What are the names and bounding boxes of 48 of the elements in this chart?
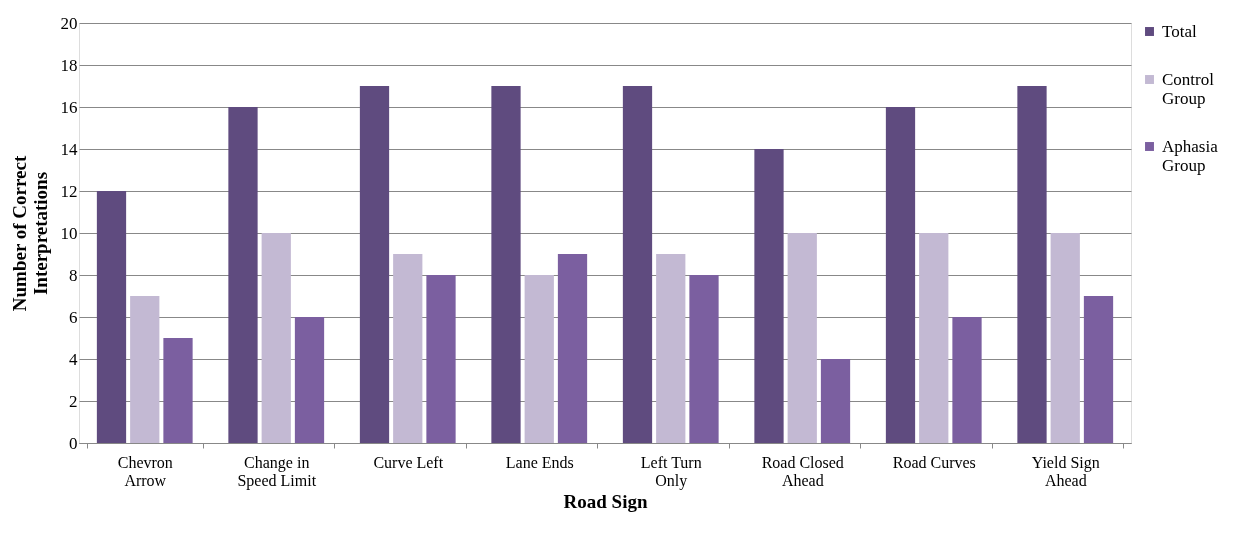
bar [919, 233, 949, 443]
y-tick-label: 6 [69, 307, 78, 327]
y-tick-label: 0 [69, 433, 78, 453]
bar [96, 191, 127, 443]
bar [1050, 233, 1080, 443]
y-tick-label: 20 [60, 13, 78, 33]
bar [393, 254, 423, 443]
x-tick-label: Change in Speed Limit [237, 453, 317, 490]
legend-label: Total [1162, 21, 1197, 41]
x-tick-label: Yield Sign Ahead [1031, 453, 1100, 489]
bar [787, 233, 817, 443]
bar [163, 338, 193, 443]
x-tick-label: Lane Ends [505, 453, 574, 471]
bar [228, 107, 258, 443]
bar [426, 275, 456, 443]
y-tick-label: 2 [69, 391, 78, 411]
legend-label: Aphasia Group [1162, 136, 1219, 175]
bar [952, 317, 982, 443]
y-tick-label: 10 [60, 223, 78, 243]
bar [491, 86, 521, 443]
bar [261, 233, 291, 443]
y-tick-label: 12 [60, 181, 78, 201]
bar [754, 149, 784, 443]
bar [1017, 86, 1047, 443]
bar [557, 254, 588, 443]
y-tick-label: 16 [60, 97, 78, 117]
bar [359, 86, 390, 443]
y-tick-label: 8 [69, 265, 78, 285]
x-tick-label: Road Curves [892, 453, 976, 471]
y-tick-label: 18 [60, 55, 78, 75]
bar [820, 359, 851, 443]
legend-label: Control Group [1162, 69, 1215, 108]
x-tick-label: Left Turn Only [640, 453, 702, 490]
x-tick-label: Chevron Arrow [117, 453, 173, 489]
bar [524, 275, 554, 443]
bar [689, 275, 719, 443]
bar [1083, 296, 1114, 443]
bar [656, 254, 686, 443]
bar [130, 296, 160, 443]
y-axis-title: Number of Correct Interpretations [8, 155, 51, 312]
x-axis-title: Road Sign [563, 490, 648, 512]
bar [885, 107, 916, 443]
x-tick-label: Curve Left [373, 453, 444, 471]
bar [622, 86, 653, 443]
y-tick-label: 4 [69, 349, 78, 369]
bar [294, 317, 325, 443]
x-tick-label: Road Closed Ahead [761, 453, 844, 489]
y-tick-label: 14 [60, 139, 78, 159]
